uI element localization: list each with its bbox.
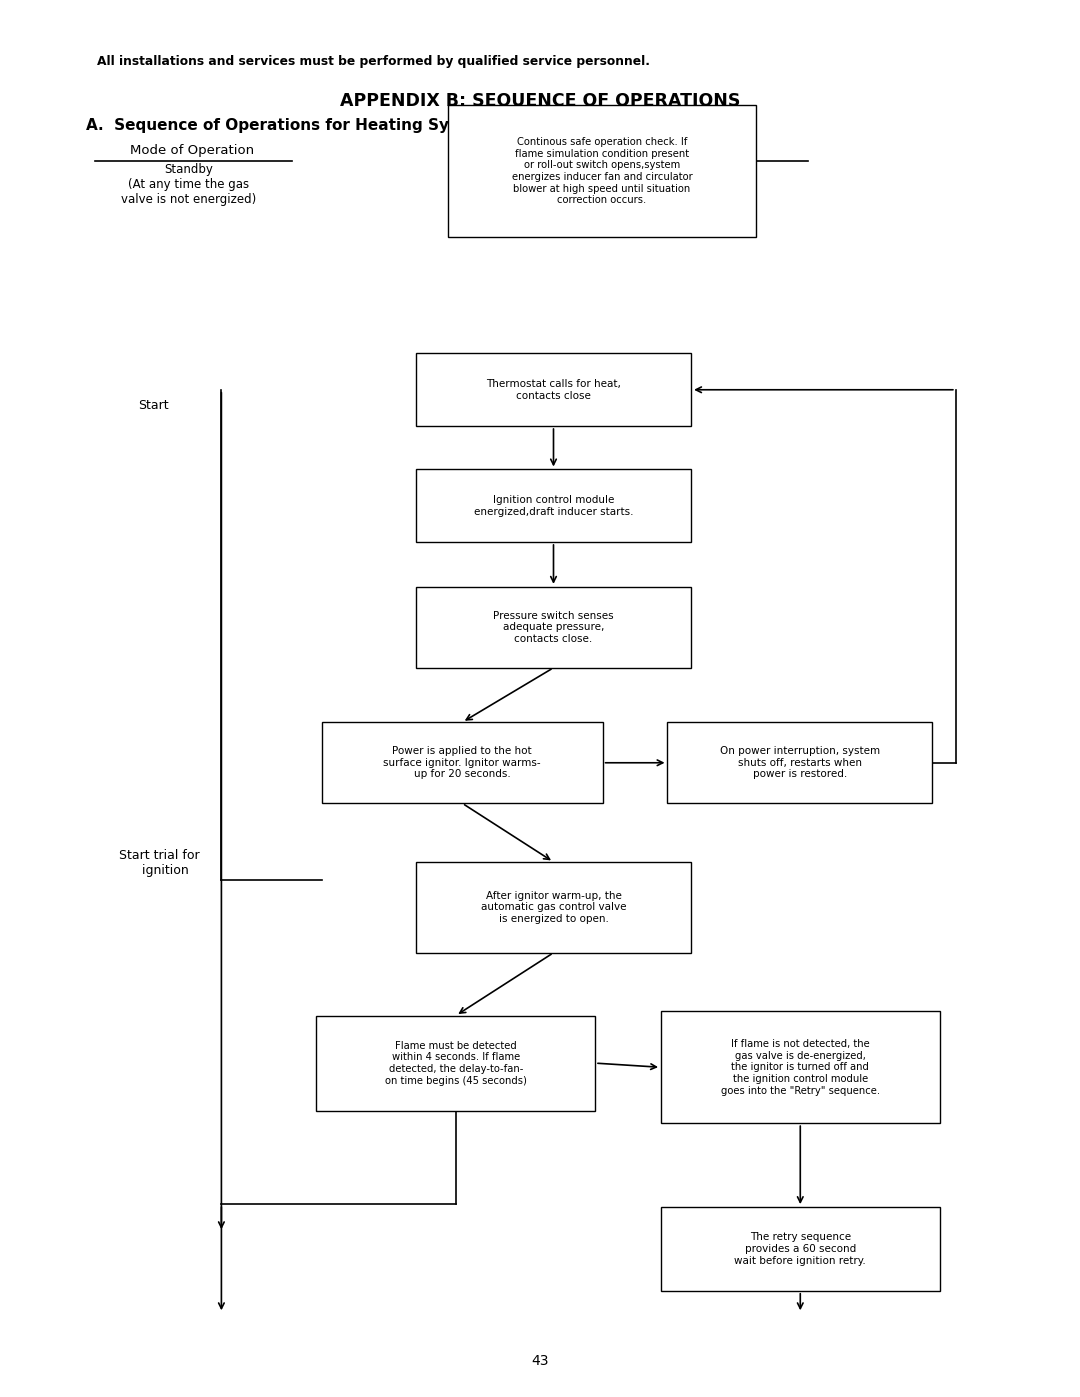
Text: APPENDIX B: SEQUENCE OF OPERATIONS: APPENDIX B: SEQUENCE OF OPERATIONS xyxy=(340,92,740,109)
Text: Standby
(At any time the gas
valve is not energized): Standby (At any time the gas valve is no… xyxy=(121,163,257,205)
FancyBboxPatch shape xyxy=(416,862,691,953)
FancyBboxPatch shape xyxy=(416,587,691,668)
FancyBboxPatch shape xyxy=(322,722,603,803)
Text: After ignitor warm-up, the
automatic gas control valve
is energized to open.: After ignitor warm-up, the automatic gas… xyxy=(481,891,626,923)
Text: Control System Action: Control System Action xyxy=(593,144,742,158)
FancyBboxPatch shape xyxy=(316,1016,595,1111)
FancyBboxPatch shape xyxy=(416,353,691,426)
FancyBboxPatch shape xyxy=(661,1011,940,1123)
Text: Ignition control module
energized,draft inducer starts.: Ignition control module energized,draft … xyxy=(474,495,633,517)
Text: If flame is not detected, the
gas valve is de-energized,
the ignitor is turned o: If flame is not detected, the gas valve … xyxy=(720,1039,880,1095)
Text: Thermostat calls for heat,
contacts close: Thermostat calls for heat, contacts clos… xyxy=(486,379,621,401)
FancyBboxPatch shape xyxy=(448,105,756,237)
Text: Continous safe operation check. If
flame simulation condition present
or roll-ou: Continous safe operation check. If flame… xyxy=(512,137,692,205)
Text: Pressure switch senses
adequate pressure,
contacts close.: Pressure switch senses adequate pressure… xyxy=(494,610,613,644)
FancyBboxPatch shape xyxy=(661,1207,940,1291)
Text: Flame must be detected
within 4 seconds. If flame
detected, the delay-to-fan-
on: Flame must be detected within 4 seconds.… xyxy=(384,1041,527,1085)
Text: The retry sequence
provides a 60 second
wait before ignition retry.: The retry sequence provides a 60 second … xyxy=(734,1232,866,1266)
Text: A.  Sequence of Operations for Heating System: A. Sequence of Operations for Heating Sy… xyxy=(86,119,492,133)
Text: On power interruption, system
shuts off, restarts when
power is restored.: On power interruption, system shuts off,… xyxy=(719,746,880,780)
FancyBboxPatch shape xyxy=(416,469,691,542)
Text: Power is applied to the hot
surface ignitor. Ignitor warms-
up for 20 seconds.: Power is applied to the hot surface igni… xyxy=(383,746,541,780)
Text: Start trial for
   ignition: Start trial for ignition xyxy=(119,849,200,877)
Text: All installations and services must be performed by qualified service personnel.: All installations and services must be p… xyxy=(97,54,650,68)
FancyBboxPatch shape xyxy=(667,722,932,803)
Text: Mode of Operation: Mode of Operation xyxy=(131,144,254,158)
Text: 43: 43 xyxy=(531,1354,549,1368)
Text: Start: Start xyxy=(138,398,168,412)
